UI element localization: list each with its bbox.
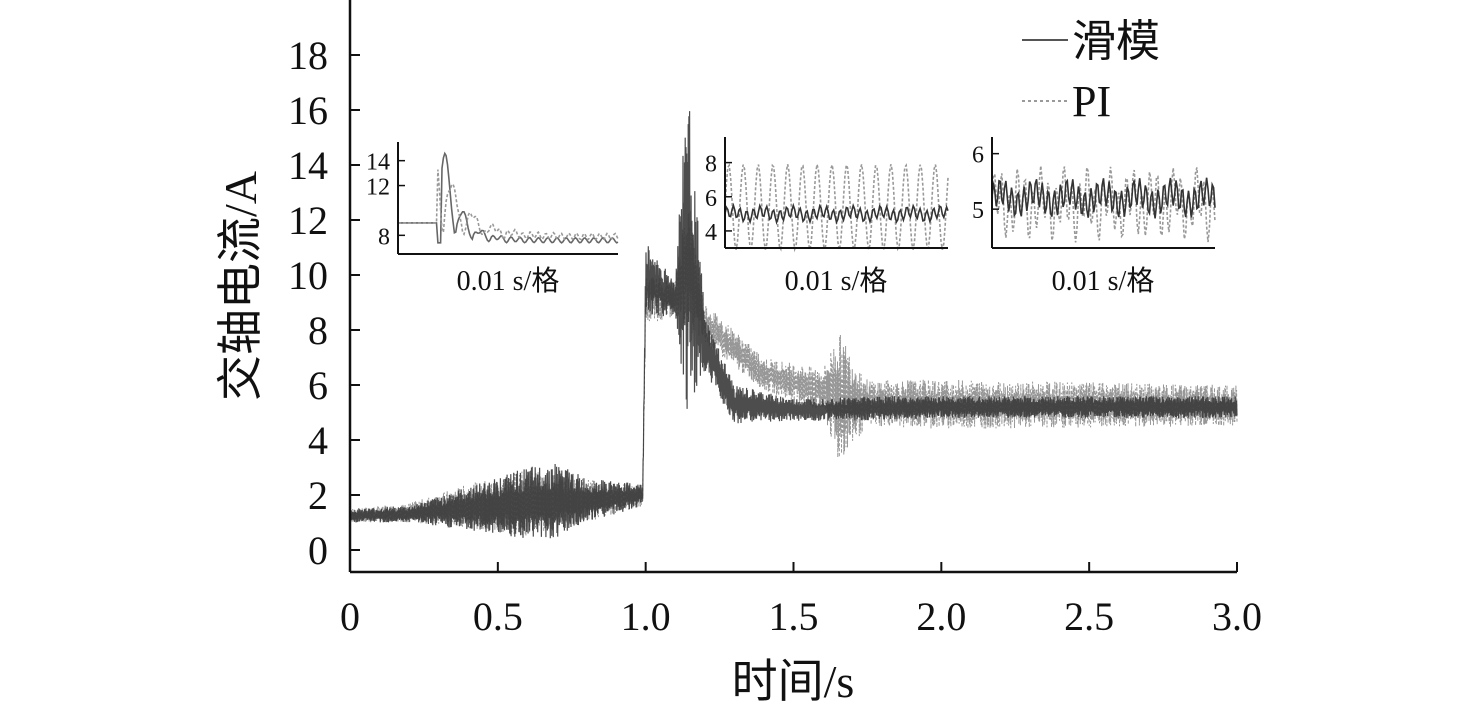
series-line-pi <box>349 212 1238 536</box>
inset-scale-caption: 0.01 s/格 <box>457 265 560 297</box>
inset-2-trace-sliding-mode <box>724 202 949 225</box>
inset-y-tick-label: 14 <box>366 150 390 176</box>
inset-y-tick-label: 6 <box>972 143 984 169</box>
series-layer <box>349 111 1238 539</box>
y-axis-title: 交轴电流/A <box>215 171 266 401</box>
x-tick-label: 1.5 <box>769 594 819 639</box>
y-tick-label: 0 <box>308 528 328 573</box>
inset-3-trace-sliding-mode <box>991 177 1216 219</box>
y-tick-label: 2 <box>308 473 328 518</box>
inset-plot-3: 5 6 0.01 s/格 <box>972 137 1216 297</box>
series-line-sliding-mode <box>349 111 1238 539</box>
inset-1-trace-sliding-mode <box>398 151 619 244</box>
legend-label-sliding-mode: 滑模 <box>1072 17 1160 66</box>
x-tick-label: 2.0 <box>916 594 966 639</box>
y-tick-label: 18 <box>288 33 328 78</box>
x-ticks: 0 0.5 1.0 1.5 2.0 2.5 3.0 <box>340 562 1262 639</box>
inset-y-tick-label: 8 <box>378 224 390 250</box>
x-tick-label: 0.5 <box>473 594 523 639</box>
inset-scale-caption: 0.01 s/格 <box>1052 265 1155 297</box>
y-tick-label: 12 <box>288 198 328 243</box>
y-tick-label: 10 <box>288 253 328 298</box>
y-tick-label: 6 <box>308 363 328 408</box>
x-tick-label: 0 <box>340 594 360 639</box>
x-tick-label: 2.5 <box>1064 594 1114 639</box>
inset-1-trace-pi <box>398 169 619 242</box>
y-ticks: 0 2 4 6 8 10 12 14 16 18 <box>288 33 360 573</box>
y-tick-label: 4 <box>308 418 328 463</box>
inset-y-tick-label: 6 <box>705 186 717 212</box>
inset-y-tick-label: 4 <box>705 220 717 246</box>
x-tick-label: 1.0 <box>621 594 671 639</box>
y-tick-label: 8 <box>308 308 328 353</box>
inset-y-tick-label: 5 <box>972 198 984 224</box>
inset-plot-2: 4 6 8 0.01 s/格 <box>705 137 949 297</box>
legend-label-pi: PI <box>1072 77 1111 126</box>
x-tick-label: 3.0 <box>1212 594 1262 639</box>
y-tick-label: 14 <box>288 143 328 188</box>
legend: 滑模 PI <box>1022 17 1160 126</box>
x-axis-title: 时间/s <box>732 656 855 707</box>
inset-scale-caption: 0.01 s/格 <box>785 265 888 297</box>
y-tick-label: 16 <box>288 88 328 133</box>
inset-y-tick-label: 12 <box>366 175 390 201</box>
inset-y-tick-label: 8 <box>705 152 717 178</box>
